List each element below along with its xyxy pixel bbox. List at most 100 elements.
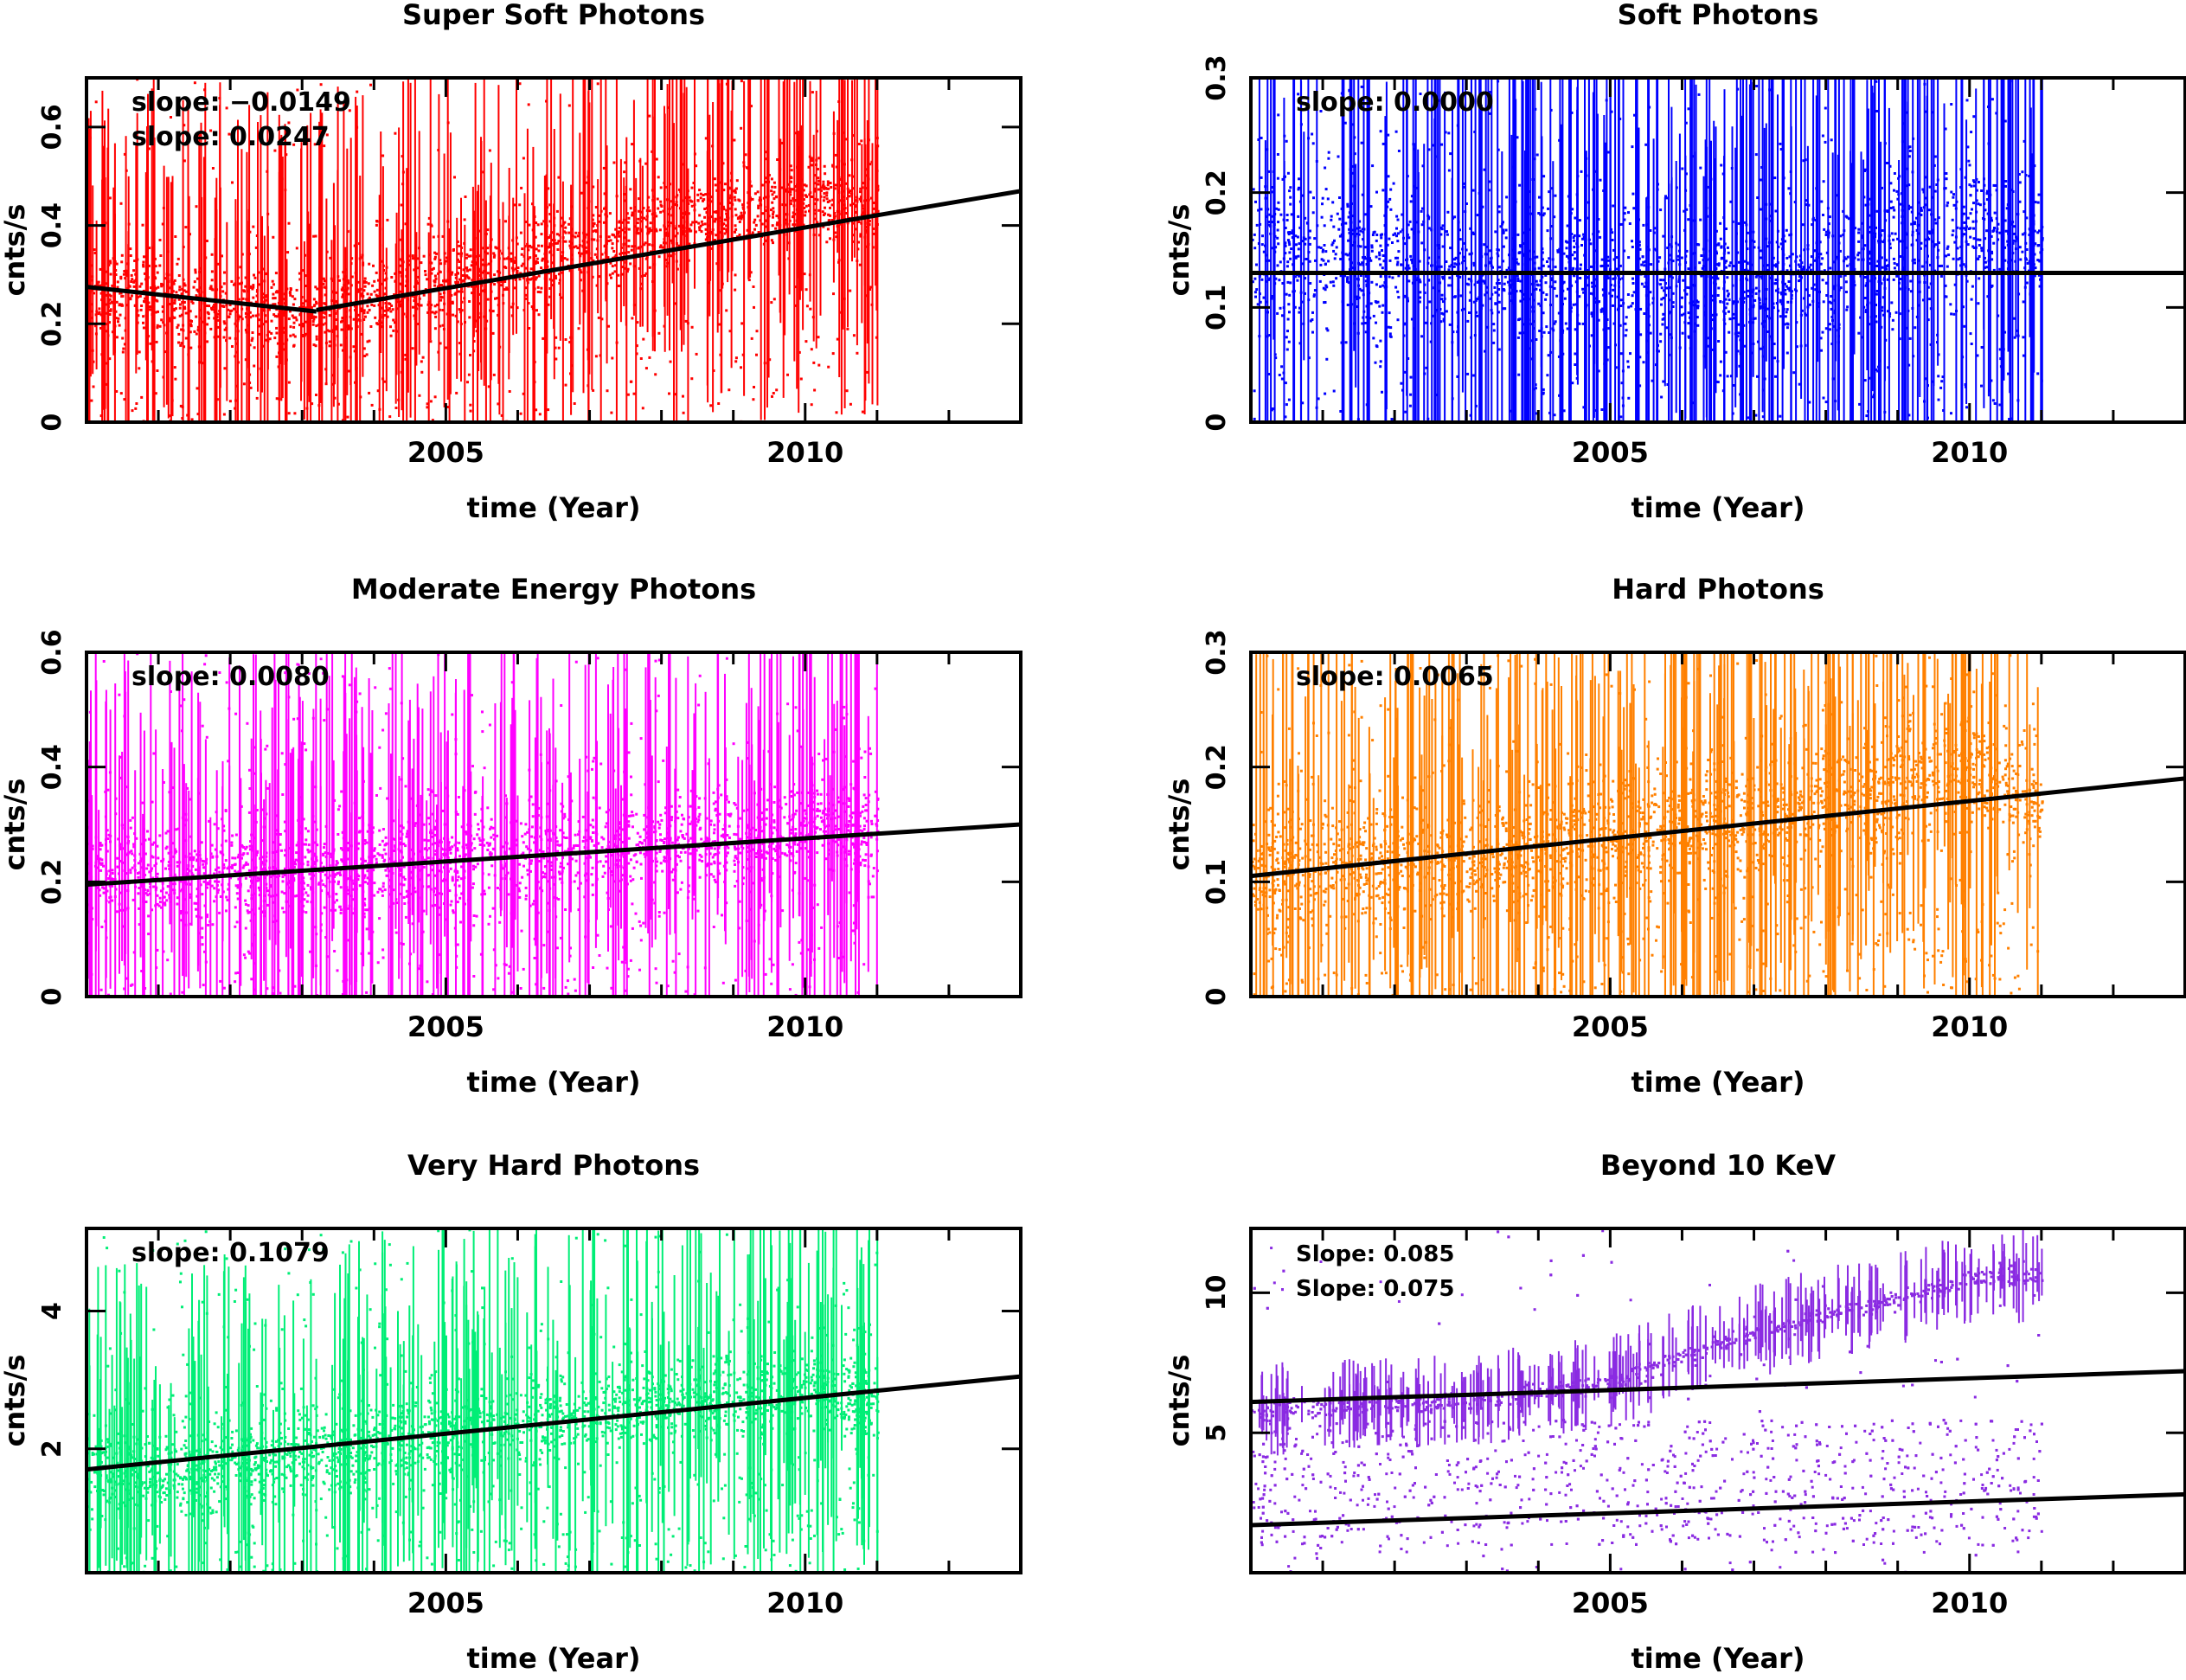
data-point	[1629, 222, 1631, 225]
data-point	[364, 285, 367, 288]
data-point	[539, 413, 542, 415]
data-point	[668, 393, 670, 395]
data-point	[1324, 167, 1326, 170]
data-point	[1449, 152, 1452, 155]
data-point	[703, 216, 706, 219]
data-point	[93, 386, 95, 388]
data-point	[176, 326, 178, 329]
data-streak	[532, 147, 534, 422]
data-point	[701, 230, 703, 233]
data-point	[825, 195, 828, 197]
data-point	[468, 300, 471, 303]
data-point	[1312, 196, 1315, 199]
data-point	[1726, 303, 1728, 305]
data-point	[119, 276, 122, 279]
data-point	[1447, 284, 1450, 286]
data-point	[1697, 301, 1700, 304]
data-streak	[854, 78, 856, 258]
data-point	[1928, 298, 1931, 300]
data-point	[1317, 246, 1320, 248]
data-point	[1395, 131, 1398, 133]
data-point	[464, 218, 466, 221]
data-point	[1337, 228, 1340, 231]
data-point	[420, 305, 423, 307]
data-point	[1254, 291, 1257, 293]
data-point	[1396, 240, 1399, 242]
data-point	[131, 294, 133, 297]
data-point	[1946, 202, 1949, 204]
data-point	[1379, 285, 1381, 288]
data-point	[770, 208, 772, 211]
data-point	[132, 269, 135, 272]
data-point	[368, 282, 370, 285]
data-point	[753, 386, 755, 388]
data-point	[1441, 294, 1444, 297]
data-point	[1949, 303, 1952, 305]
data-point	[1969, 164, 1971, 166]
data-point	[1370, 205, 1373, 208]
data-point	[1296, 279, 1298, 282]
data-point	[805, 210, 807, 213]
data-streak	[851, 80, 853, 262]
data-streak	[779, 78, 780, 276]
data-point	[1330, 281, 1332, 284]
data-point	[537, 286, 540, 289]
data-point	[1624, 207, 1626, 209]
data-point	[1338, 196, 1341, 199]
data-point	[594, 253, 597, 256]
data-point	[452, 302, 454, 305]
data-point	[657, 332, 660, 335]
data-point	[212, 167, 215, 170]
data-point	[1643, 285, 1645, 288]
data-streak	[428, 233, 430, 423]
data-point	[468, 316, 471, 318]
data-point	[370, 304, 373, 306]
data-point	[703, 208, 706, 210]
data-point	[375, 224, 378, 227]
data-point	[276, 397, 279, 400]
data-point	[627, 251, 630, 253]
data-streak	[310, 113, 311, 423]
data-point	[1829, 328, 1831, 330]
data-point	[269, 337, 272, 340]
data-streak	[844, 80, 846, 408]
y-axis-label: cnts/s	[0, 204, 31, 297]
data-point	[827, 228, 830, 230]
data-point	[1503, 283, 1506, 285]
data-point	[633, 393, 636, 395]
data-point	[1394, 286, 1397, 289]
data-point	[1498, 282, 1501, 285]
data-point	[503, 288, 506, 291]
data-point	[1324, 393, 1326, 395]
data-point	[704, 193, 707, 196]
data-point	[1311, 318, 1313, 321]
data-point	[824, 186, 826, 189]
data-streak	[747, 78, 749, 279]
data-point	[432, 311, 434, 313]
data-point	[691, 221, 694, 224]
data-point	[1389, 189, 1392, 191]
data-point	[341, 329, 343, 331]
data-point	[1288, 294, 1291, 297]
data-point	[696, 194, 699, 196]
data-point	[229, 400, 232, 402]
data-point	[1380, 275, 1382, 278]
data-point	[1969, 236, 1971, 239]
data-point	[420, 261, 422, 264]
data-point	[469, 404, 471, 407]
data-point	[1681, 168, 1683, 170]
data-point	[1379, 365, 1381, 368]
data-point	[1372, 337, 1375, 339]
data-point	[196, 333, 198, 336]
data-point	[1254, 296, 1257, 298]
data-point	[1845, 291, 1848, 293]
data-point	[529, 278, 532, 280]
data-streak	[285, 124, 286, 365]
data-point	[734, 289, 736, 292]
data-streak	[820, 78, 822, 316]
data-point	[1493, 330, 1496, 332]
data-point	[1629, 352, 1631, 355]
data-point	[1599, 265, 1602, 267]
data-point	[1573, 240, 1575, 242]
data-point	[109, 298, 112, 301]
